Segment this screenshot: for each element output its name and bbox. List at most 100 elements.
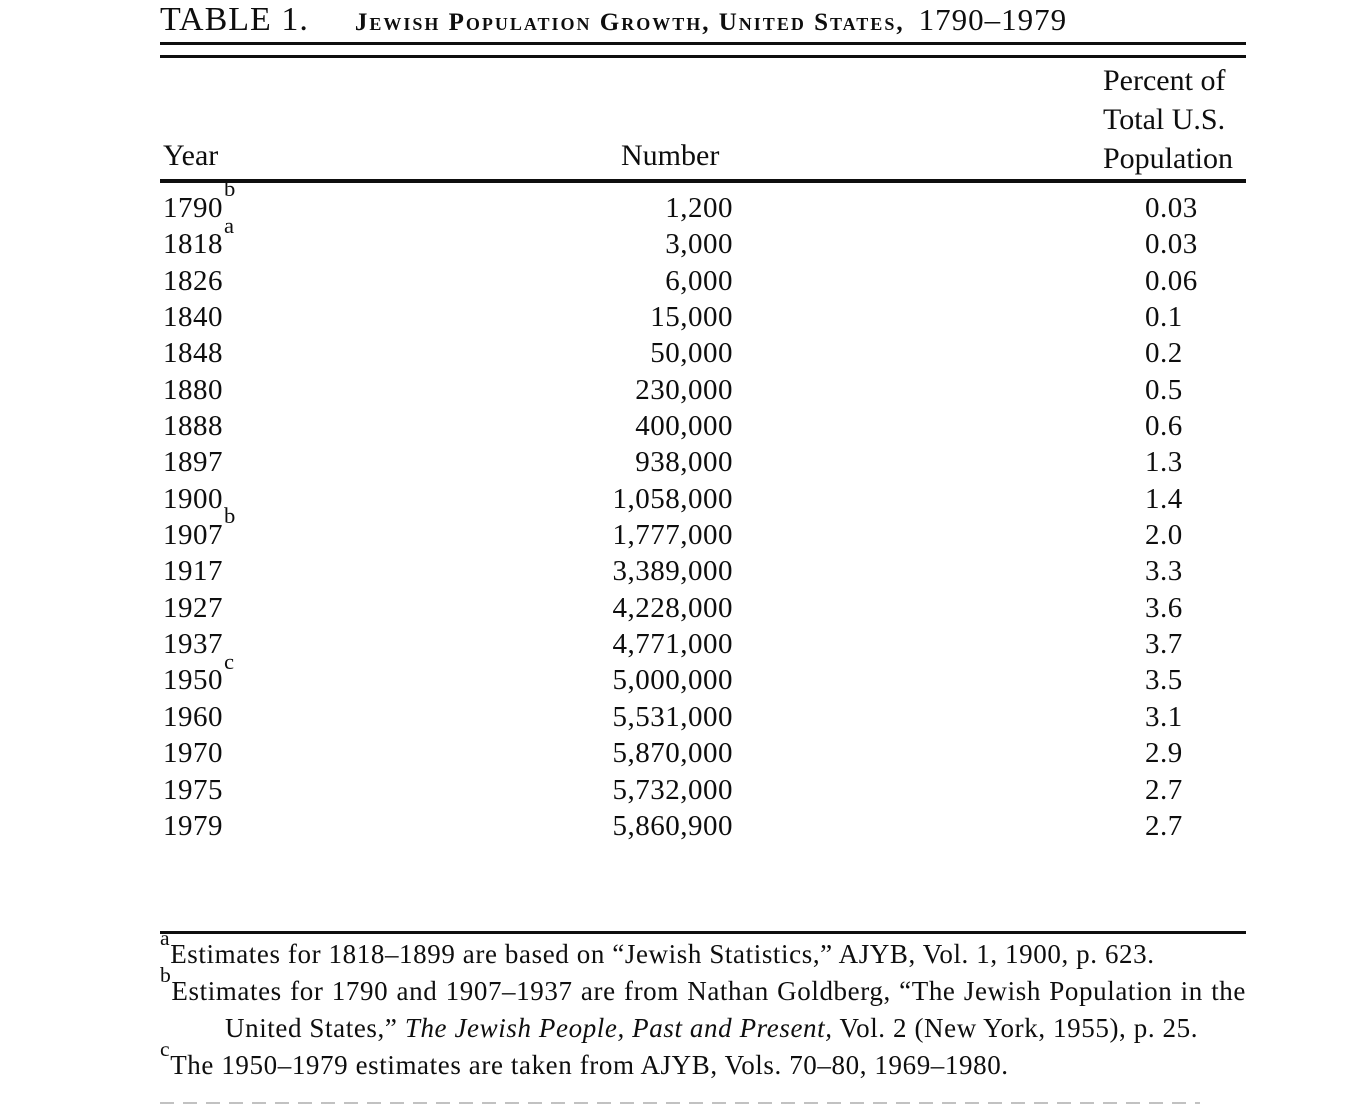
year-cell: 1848: [163, 337, 223, 370]
number-cell: 5,531,000: [612, 700, 733, 733]
percent-cell: 3.7: [1145, 628, 1183, 661]
footnote-marker: b: [160, 963, 172, 988]
table-row: 1897 938,000 1.3: [160, 444, 1246, 480]
header-rule: [160, 179, 1246, 183]
percent-cell: 1.3: [1145, 446, 1183, 479]
percent-cell: 2.9: [1145, 737, 1183, 770]
number-cell: 1,777,000: [612, 519, 733, 552]
number-cell: 15,000: [650, 301, 733, 334]
number-cell: 230,000: [635, 373, 733, 406]
footnote: aEstimates for 1818–1899 are based on “J…: [160, 928, 1246, 973]
percent-cell: 0.03: [1145, 192, 1198, 224]
percent-cell: 0.06: [1145, 264, 1198, 297]
number-cell: 3,389,000: [612, 555, 733, 588]
year-cell: 1975: [163, 773, 223, 806]
double-rule-top-line: [160, 42, 1246, 45]
table-title: TABLE 1. Jewish Population Growth, Unite…: [160, 1, 1246, 39]
table-row: 1840 15,000 0.1: [160, 299, 1246, 335]
footnote: cThe 1950–1979 estimates are taken from …: [160, 1039, 1246, 1084]
year-cell: 1960: [163, 700, 223, 733]
table-body: 1790b 1,200 0.03 1818a 3,000 0.03 1826 6,000 0.0…: [160, 176, 1246, 844]
column-header-number: Number: [621, 139, 720, 172]
table-row: 1848 50,000 0.2: [160, 335, 1246, 371]
footnote-marker: b: [224, 176, 236, 202]
table-row: 1975 5,732,000 2.7: [160, 772, 1246, 808]
footnote-marker: b: [224, 503, 236, 529]
year-cell: 1950c: [163, 648, 235, 697]
table-row: 1950c 5,000,000 3.5: [160, 648, 1246, 698]
footnote-text: Estimates for 1818–1899 are based on “Je…: [170, 939, 1155, 969]
percent-cell: 3.6: [1145, 591, 1183, 624]
footnote-text-italic: The Jewish People, Past and Present,: [404, 1013, 833, 1043]
table-number-label: TABLE 1.: [160, 1, 309, 38]
table-row: 1970 5,870,000 2.9: [160, 735, 1246, 771]
percent-cell: 1.4: [1145, 482, 1183, 515]
table-row: 1826 6,000 0.06: [160, 263, 1246, 299]
number-cell: 5,870,000: [612, 737, 733, 770]
number-cell: 6,000: [665, 264, 733, 297]
percent-cell: 2.0: [1145, 519, 1183, 552]
year-cell: 1897: [163, 446, 223, 479]
footnote-marker: c: [224, 648, 235, 674]
number-cell: 4,228,000: [612, 591, 733, 624]
number-cell: 1,200: [665, 192, 733, 224]
year-cell: 1840: [163, 301, 223, 334]
percent-cell: 0.03: [1145, 228, 1198, 261]
footnote-text: The 1950–1979 estimates are taken from A…: [170, 1050, 1009, 1080]
percent-cell: 2.7: [1145, 809, 1183, 842]
column-header-percent-line1: Percent of: [1103, 64, 1226, 97]
table-row: 1917 3,389,000 3.3: [160, 553, 1246, 589]
footnote: bEstimates for 1790 and 1907–1937 are fr…: [160, 965, 1246, 1047]
number-cell: 5,860,900: [612, 809, 733, 842]
number-cell: 5,732,000: [612, 773, 733, 806]
number-cell: 400,000: [635, 410, 733, 443]
number-cell: 938,000: [635, 446, 733, 479]
year-cell: 1927: [163, 591, 223, 624]
year-cell: 1970: [163, 737, 223, 770]
table-subject: Jewish Population Growth, United States,: [354, 9, 905, 36]
percent-cell: 0.2: [1145, 337, 1183, 370]
percent-cell: 2.7: [1145, 773, 1183, 806]
percent-cell: 3.5: [1145, 664, 1183, 697]
column-header-percent-line3: Population: [1103, 142, 1234, 175]
table-row: 1907b 1,777,000 2.0: [160, 503, 1246, 553]
number-cell: 50,000: [650, 337, 733, 370]
year-cell: 1888: [163, 410, 223, 443]
year-cell: 1937: [163, 628, 223, 661]
column-header-percent: Percent of Total U.S. Population: [1103, 61, 1233, 178]
column-header-percent-line2: Total U.S.: [1103, 103, 1226, 136]
percent-cell: 0.5: [1145, 373, 1183, 406]
number-cell: 3,000: [665, 228, 733, 261]
year-cell: 1818a: [163, 212, 235, 261]
table-year-range: 1790–1979: [918, 2, 1068, 37]
table-row: 1960 5,531,000 3.1: [160, 699, 1246, 735]
footnote-text: Estimates for 1790 and 1907–1937 are fro…: [171, 976, 1246, 1043]
percent-cell: 0.6: [1145, 410, 1183, 443]
table-row: 1790b 1,200 0.03: [160, 176, 1246, 226]
table-row: 1927 4,228,000 3.6: [160, 590, 1246, 626]
year-cell: 1880: [163, 373, 223, 406]
table-row: 1979 5,860,900 2.7: [160, 808, 1246, 844]
footnote-marker: c: [160, 1037, 171, 1062]
double-rule-bottom-line: [160, 55, 1246, 58]
table-row: 1937 4,771,000 3.7: [160, 626, 1246, 662]
table-header: Year Number Percent of Total U.S. Popula…: [160, 0, 1246, 180]
percent-cell: 3.1: [1145, 700, 1183, 733]
footnote-rule: [160, 931, 1246, 934]
table-row: 1880 230,000 0.5: [160, 372, 1246, 408]
year-cell: 1907b: [163, 503, 236, 552]
year-cell: 1917: [163, 555, 223, 588]
percent-cell: 3.3: [1145, 555, 1183, 588]
footnote-marker: a: [160, 926, 171, 951]
year-cell: 1979: [163, 809, 223, 842]
number-cell: 5,000,000: [612, 664, 733, 697]
year-cell: 1790b: [163, 176, 236, 224]
number-cell: 4,771,000: [612, 628, 733, 661]
year-cell: 1826: [163, 264, 223, 297]
footnotes: aEstimates for 1818–1899 are based on “J…: [160, 928, 1246, 1084]
year-cell: 1900: [163, 482, 223, 515]
table-row: 1900 1,058,000 1.4: [160, 481, 1246, 517]
faded-bottom-rule: [160, 1102, 1200, 1104]
table-row: 1818a 3,000 0.03: [160, 212, 1246, 262]
